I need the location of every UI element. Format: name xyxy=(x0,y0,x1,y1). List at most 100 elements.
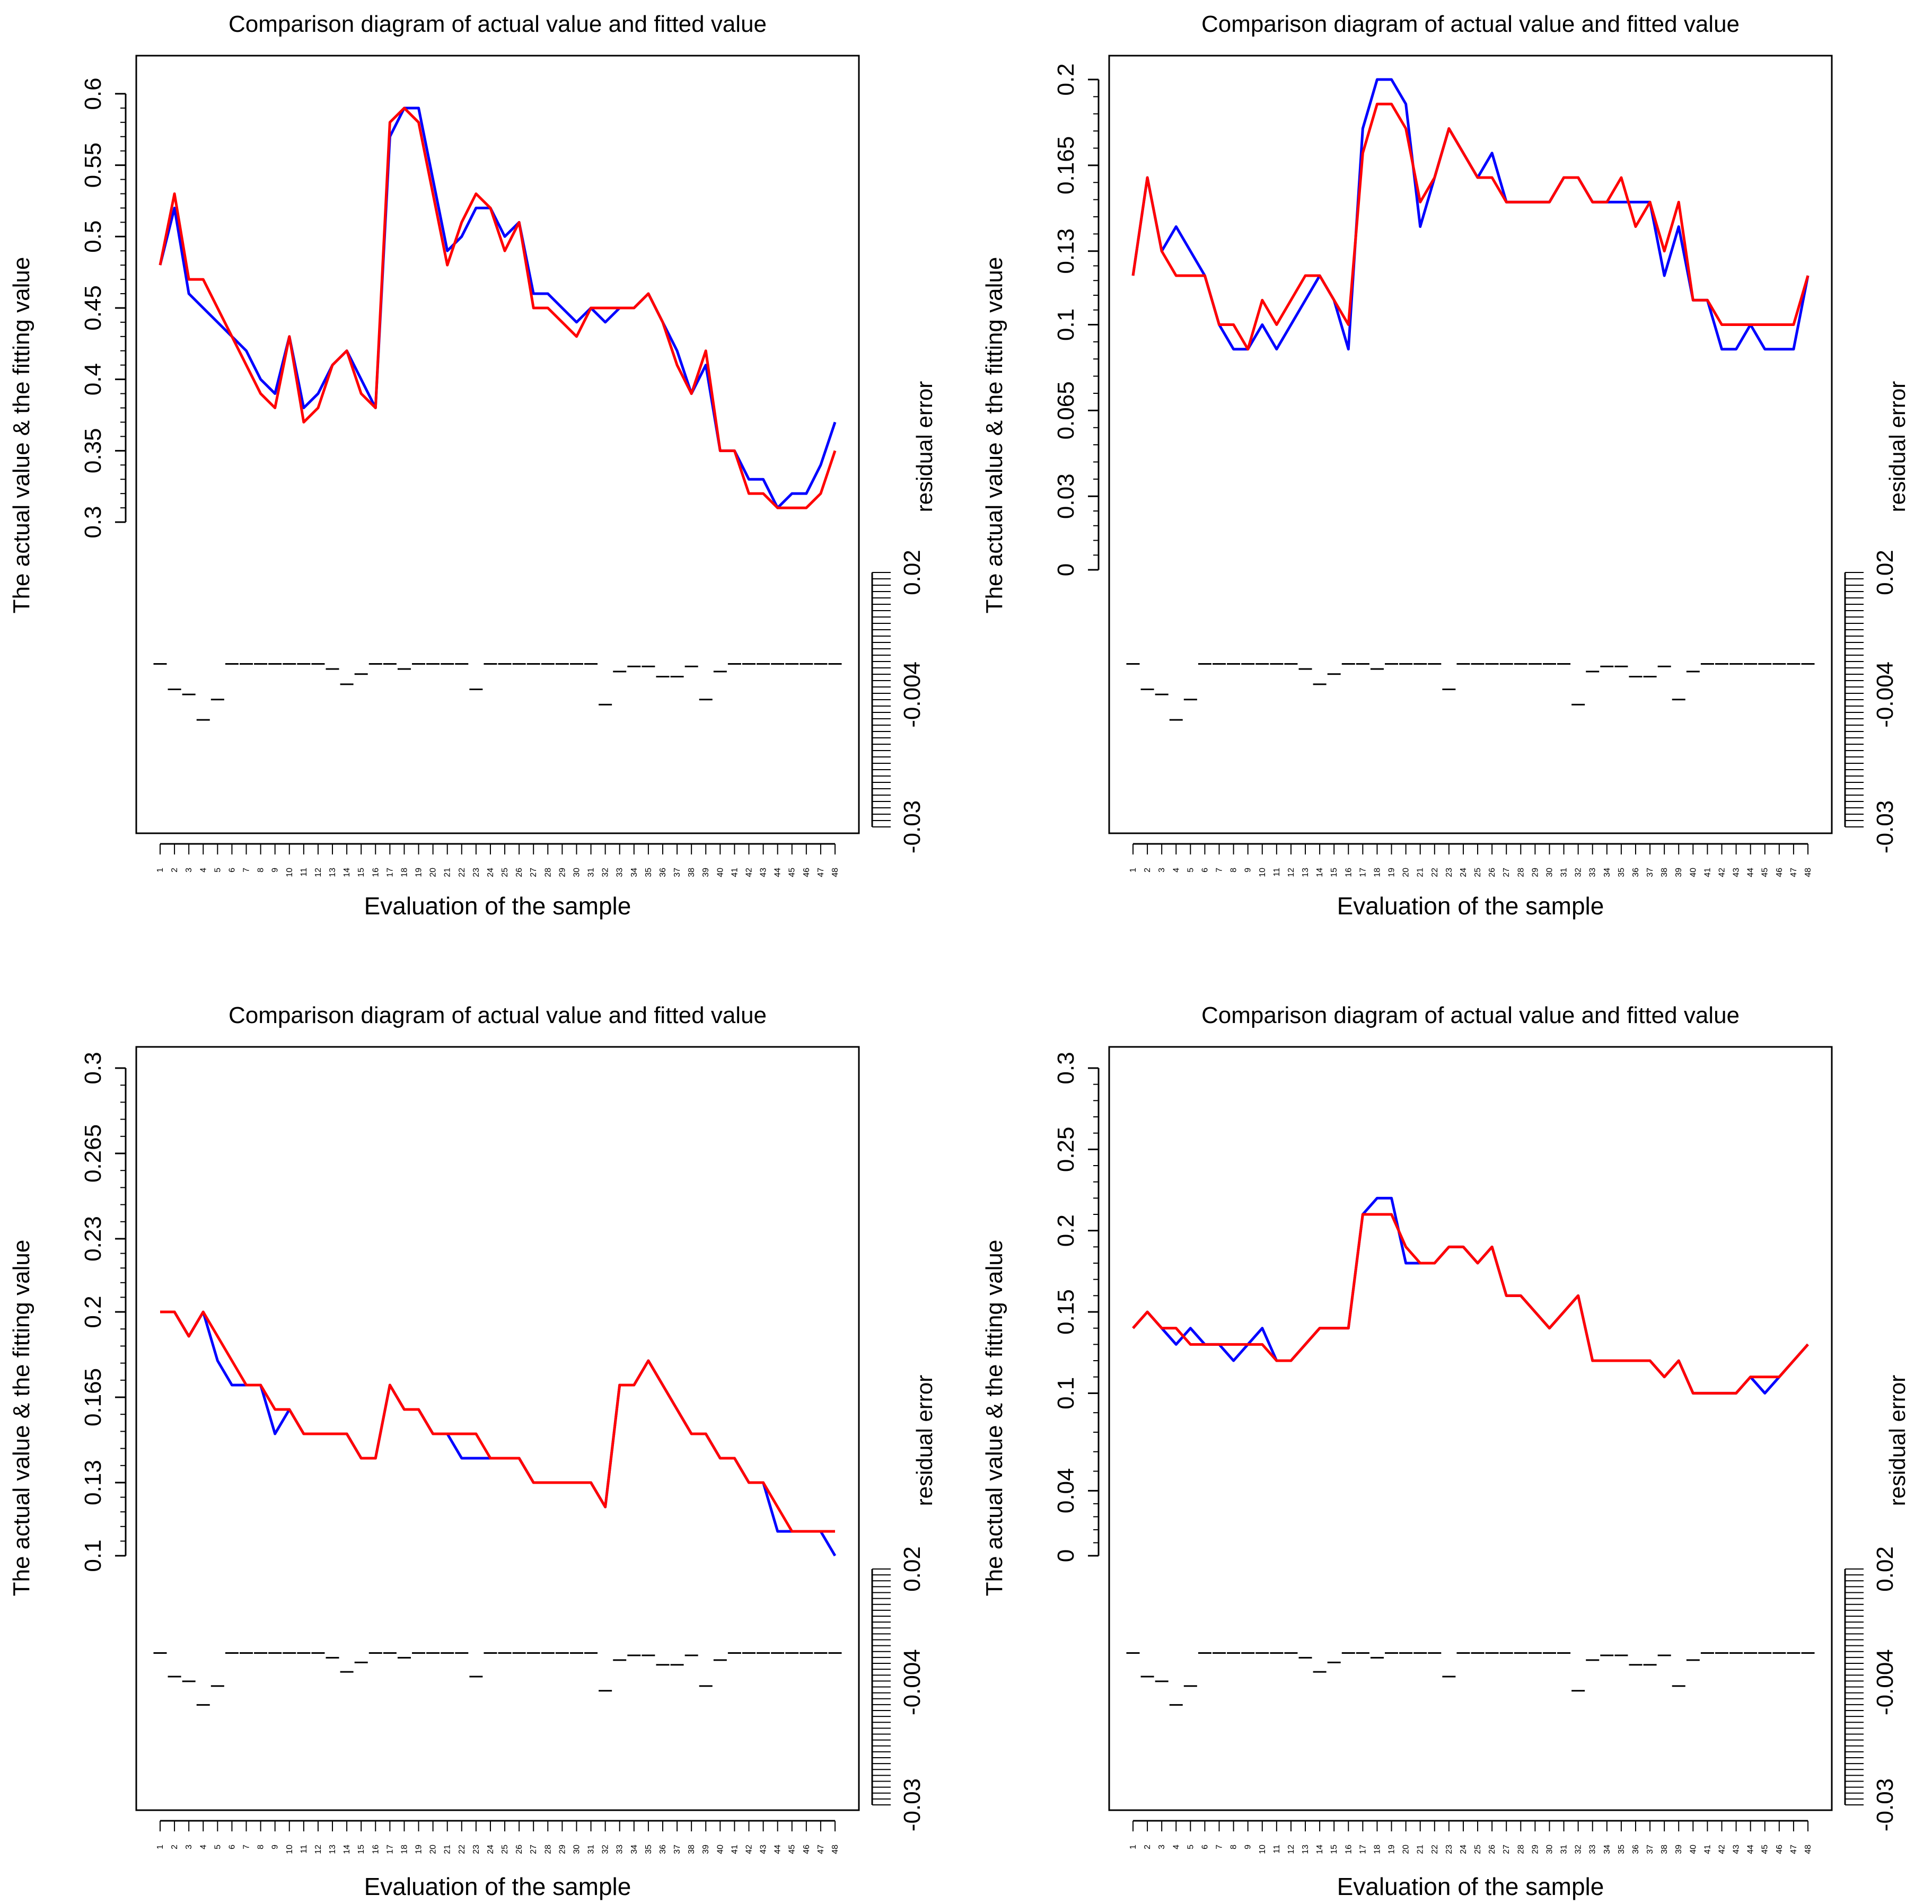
series-line-actual xyxy=(159,107,837,509)
x-tick-label: 47 xyxy=(816,868,826,877)
chart-panel-3: Comparison diagram of actual value and f… xyxy=(8,1002,937,1900)
x-tick-label: 31 xyxy=(1560,868,1569,877)
y-axis-label: The actual value & the fitting value xyxy=(981,1240,1007,1597)
x-tick-label: 30 xyxy=(1545,868,1554,877)
x-tick-label: 10 xyxy=(285,1845,294,1854)
residual-bar xyxy=(599,1690,612,1692)
right-y-tick-label: -0.004 xyxy=(899,1649,925,1715)
x-tick-label: 44 xyxy=(774,868,783,877)
x-tick-label: 14 xyxy=(343,1845,352,1854)
x-tick-label: 10 xyxy=(1258,1845,1267,1854)
residual-bar xyxy=(1183,699,1197,701)
left-y-tick-label: 0 xyxy=(1053,563,1079,576)
x-tick-label: 23 xyxy=(472,868,481,877)
residual-bar xyxy=(599,703,612,706)
x-tick-label: 11 xyxy=(300,1845,309,1854)
left-y-tick-label: 0.065 xyxy=(1053,381,1079,439)
x-tick-label: 14 xyxy=(1315,1845,1324,1854)
x-tick-label: 36 xyxy=(1631,868,1640,877)
x-tick-label: 6 xyxy=(227,868,236,872)
x-tick-label: 5 xyxy=(1186,1845,1195,1849)
x-tick-label: 48 xyxy=(831,1845,840,1854)
x-tick-label: 7 xyxy=(1215,868,1224,872)
x-tick-label: 23 xyxy=(1445,1845,1454,1854)
residual-bar xyxy=(1442,689,1456,690)
left-y-tick-label: 0.165 xyxy=(80,1368,106,1426)
x-tick-label: 10 xyxy=(285,868,294,877)
x-tick-label: 2 xyxy=(1143,868,1152,872)
x-tick-label: 28 xyxy=(543,868,552,877)
residual-bar xyxy=(1140,689,1154,690)
x-tick-label: 25 xyxy=(1473,868,1482,877)
residual-bar xyxy=(1643,1664,1657,1666)
x-tick-label: 29 xyxy=(1531,1845,1540,1854)
x-tick-label: 5 xyxy=(213,1845,222,1849)
x-tick-label: 48 xyxy=(1804,868,1813,877)
x-tick-label: 12 xyxy=(314,868,323,877)
left-y-tick-label: 0.165 xyxy=(1053,136,1079,195)
x-tick-label: 27 xyxy=(529,868,538,877)
x-tick-label: 32 xyxy=(601,868,610,877)
x-tick-label: 25 xyxy=(500,868,510,877)
right-y-tick-label: 0.02 xyxy=(899,550,925,595)
x-tick-label: 31 xyxy=(587,868,596,877)
x-tick-label: 33 xyxy=(616,868,625,877)
x-tick-label: 26 xyxy=(515,1845,524,1854)
x-tick-label: 1 xyxy=(1129,1845,1138,1849)
left-y-tick-label: 0.265 xyxy=(80,1124,106,1183)
x-tick-label: 7 xyxy=(1215,1845,1224,1849)
x-tick-label: 8 xyxy=(257,868,266,872)
plot-frame xyxy=(135,55,860,834)
chart-panel-4: Comparison diagram of actual value and f… xyxy=(981,1002,1910,1900)
right-y-tick-label: -0.03 xyxy=(899,800,925,853)
x-tick-label: 20 xyxy=(1402,1845,1411,1854)
left-y-tick-label: 0.1 xyxy=(80,1539,106,1572)
x-tick-label: 46 xyxy=(1775,868,1784,877)
residual-axis-label: residual error xyxy=(912,381,937,512)
chart-title: Comparison diagram of actual value and f… xyxy=(1201,1002,1740,1028)
right-y-tick-label: -0.03 xyxy=(899,1778,925,1831)
x-axis-label: Evaluation of the sample xyxy=(1337,1873,1604,1900)
x-tick-label: 48 xyxy=(831,868,840,877)
x-tick-label: 9 xyxy=(1244,1845,1253,1849)
plot-frame xyxy=(135,1046,860,1811)
x-tick-label: 20 xyxy=(429,868,438,877)
x-tick-label: 29 xyxy=(558,868,567,877)
x-tick-label: 33 xyxy=(1588,1845,1597,1854)
x-tick-label: 15 xyxy=(357,868,366,877)
left-y-tick-label: 0.3 xyxy=(80,1052,106,1084)
y-axis-label: The actual value & the fitting value xyxy=(981,257,1007,614)
x-tick-label: 42 xyxy=(744,868,753,877)
x-tick-label: 25 xyxy=(1473,1845,1482,1854)
x-tick-label: 40 xyxy=(1689,868,1698,877)
x-tick-label: 27 xyxy=(529,1845,538,1854)
residual-bar xyxy=(210,699,224,701)
x-tick-label: 29 xyxy=(558,1845,567,1854)
left-y-tick-label: 0.13 xyxy=(80,1460,106,1505)
x-tick-label: 37 xyxy=(1646,868,1655,877)
left-y-tick-label: 0.1 xyxy=(1053,308,1079,341)
x-tick-label: 26 xyxy=(515,868,524,877)
x-tick-label: 15 xyxy=(357,1845,366,1854)
x-tick-label: 26 xyxy=(1488,1845,1497,1854)
residual-bar xyxy=(1571,1690,1585,1692)
x-tick-label: 41 xyxy=(1703,1845,1712,1854)
x-tick-label: 7 xyxy=(242,1845,251,1849)
x-tick-label: 17 xyxy=(385,868,394,877)
x-tick-label: 43 xyxy=(759,1845,768,1854)
x-tick-label: 42 xyxy=(1717,868,1726,877)
x-tick-label: 35 xyxy=(644,1845,653,1854)
x-tick-label: 13 xyxy=(328,1845,337,1854)
left-y-tick-label: 0.2 xyxy=(1053,63,1079,95)
x-tick-label: 34 xyxy=(1603,1845,1612,1854)
x-tick-label: 41 xyxy=(730,1845,739,1854)
residual-bar xyxy=(182,693,196,695)
x-tick-label: 48 xyxy=(1804,1845,1813,1854)
right-y-tick-label: -0.03 xyxy=(1872,1778,1898,1831)
x-tick-label: 24 xyxy=(486,868,495,877)
x-tick-label: 37 xyxy=(1646,1845,1655,1854)
x-tick-label: 9 xyxy=(271,868,280,872)
x-tick-label: 2 xyxy=(1143,1845,1152,1849)
x-tick-label: 33 xyxy=(616,1845,625,1854)
x-tick-label: 14 xyxy=(343,868,352,877)
